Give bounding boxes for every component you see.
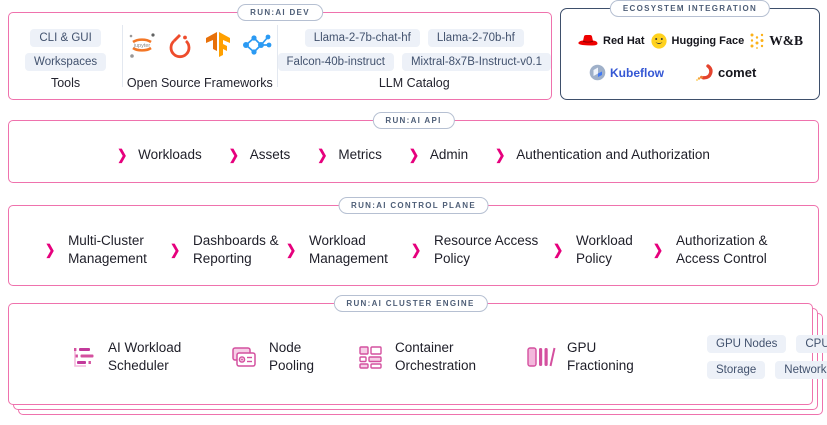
runai-cluster-engine-section: RUN:AI CLUSTER ENGINE AI Workload Schedu… bbox=[8, 295, 827, 405]
runai-api-section: RUN:AI API ❯ Workloads ❯ Assets ❯ Metrics ❯… bbox=[8, 112, 819, 183]
partner-comet: comet bbox=[694, 63, 756, 83]
feature-label: Node Pooling bbox=[269, 340, 315, 373]
tools-column: CLI & GUI Workspaces Tools bbox=[9, 13, 122, 99]
feature-container-orchestration: Container Orchestration bbox=[357, 339, 490, 374]
svg-text:jupyter: jupyter bbox=[133, 43, 151, 49]
kubeflow-icon bbox=[589, 64, 606, 81]
llm-chip: Llama-2-70b-hf bbox=[427, 29, 524, 47]
comet-icon bbox=[694, 63, 714, 83]
chevron-icon: ❯ bbox=[117, 146, 128, 163]
control-plane-item: Workload Policy bbox=[576, 232, 633, 266]
tensorflow-icon bbox=[202, 29, 234, 61]
chevron-icon: ❯ bbox=[408, 146, 419, 163]
control-plane-item: Multi-Cluster Management bbox=[68, 232, 147, 266]
chevron-icon: ❯ bbox=[552, 241, 563, 258]
chevron-icon: ❯ bbox=[285, 241, 297, 258]
api-item-label: Workloads bbox=[138, 147, 202, 162]
partner-name: comet bbox=[718, 65, 757, 80]
network-graph-icon bbox=[241, 29, 273, 61]
control-plane-item: Workload Management bbox=[309, 232, 388, 266]
tools-caption: Tools bbox=[50, 76, 81, 90]
api-item-label: Admin bbox=[429, 147, 469, 162]
gpu-fractioning-icon bbox=[526, 344, 556, 370]
chevron-icon: ❯ bbox=[410, 241, 422, 258]
partner-name: Red Hat bbox=[603, 34, 645, 47]
runai-dev-section: RUN:AI DEV CLI & GUI Workspaces Tools ju… bbox=[8, 4, 552, 100]
ecosystem-integration-section: ECOSYSTEM INTEGRATION Red Hat bbox=[560, 0, 820, 100]
runai-dev-section-label: RUN:AI DEV bbox=[237, 4, 323, 21]
feature-label: GPU Fractioning bbox=[567, 340, 634, 373]
llm-chip: Falcon-40b-instruct bbox=[277, 53, 394, 71]
runai-control-plane-section: RUN:AI CONTROL PLANE ❯ Multi-Cluster Mana… bbox=[8, 197, 819, 286]
chevron-icon: ❯ bbox=[169, 241, 181, 258]
llm-catalog-column: Llama-2-7b-chat-hf Llama-2-70b-hf Falcon… bbox=[277, 13, 551, 99]
container-orchestration-icon bbox=[357, 344, 384, 370]
frameworks-caption: Open Source Frameworks bbox=[126, 76, 273, 90]
llm-catalog-caption: LLM Catalog bbox=[378, 76, 450, 90]
partner-huggingface: Hugging Face bbox=[650, 32, 745, 50]
resource-chip: GPU Nodes bbox=[707, 335, 787, 353]
tool-chip: CLI & GUI bbox=[30, 29, 101, 47]
cluster-engine-section-label: RUN:AI CLUSTER ENGINE bbox=[333, 295, 488, 312]
cluster-resources: GPU Nodes CPU Nodes Storage Network bbox=[707, 335, 827, 379]
resource-chip: Network bbox=[775, 361, 827, 379]
api-item-label: Authentication and Authorization bbox=[516, 147, 710, 162]
feature-ai-workload-scheduler: AI Workload Scheduler bbox=[71, 339, 194, 374]
llm-chip: Mixtral-8x7B-Instruct-v0.1 bbox=[401, 53, 551, 71]
partner-kubeflow: Kubeflow bbox=[589, 64, 664, 81]
resource-chip: CPU Nodes bbox=[796, 335, 827, 353]
tool-chip: Workspaces bbox=[25, 53, 107, 71]
chevron-icon: ❯ bbox=[45, 241, 56, 258]
partner-redhat: Red Hat bbox=[577, 33, 645, 49]
control-plane-item: Resource Access Policy bbox=[434, 232, 539, 266]
jupyter-icon: jupyter bbox=[126, 29, 158, 61]
node-pooling-icon bbox=[230, 344, 258, 370]
partner-wandb: W&B bbox=[749, 32, 803, 49]
huggingface-icon bbox=[650, 32, 668, 50]
wandb-icon bbox=[749, 32, 765, 49]
api-item-label: Assets bbox=[249, 147, 291, 162]
chevron-icon: ❯ bbox=[228, 146, 239, 163]
runai-api-section-label: RUN:AI API bbox=[372, 112, 455, 129]
feature-label: AI Workload Scheduler bbox=[108, 340, 182, 373]
redhat-icon bbox=[577, 33, 599, 49]
chevron-icon: ❯ bbox=[495, 146, 506, 163]
llm-chip: Llama-2-7b-chat-hf bbox=[304, 29, 420, 47]
api-item-label: Metrics bbox=[338, 147, 382, 162]
frameworks-column: jupyter bbox=[123, 13, 276, 99]
pytorch-icon bbox=[165, 29, 195, 61]
chevron-icon: ❯ bbox=[652, 241, 663, 258]
control-plane-item: Dashboards & Reporting bbox=[193, 232, 279, 266]
feature-node-pooling: Node Pooling bbox=[230, 339, 321, 374]
resource-chip: Storage bbox=[707, 361, 766, 379]
control-plane-item: Authorization & Access Control bbox=[675, 232, 768, 266]
partner-name: W&B bbox=[769, 32, 803, 48]
control-plane-section-label: RUN:AI CONTROL PLANE bbox=[338, 197, 489, 214]
chevron-icon: ❯ bbox=[317, 146, 328, 163]
partner-name: Kubeflow bbox=[610, 65, 664, 80]
column-divider bbox=[276, 25, 278, 87]
feature-label: Container Orchestration bbox=[395, 340, 477, 373]
ai-workload-scheduler-icon bbox=[71, 344, 97, 370]
partner-name: Hugging Face bbox=[671, 34, 745, 47]
column-divider bbox=[122, 25, 124, 87]
ecosystem-section-label: ECOSYSTEM INTEGRATION bbox=[609, 0, 771, 17]
feature-gpu-fractioning: GPU Fractioning bbox=[526, 339, 645, 374]
